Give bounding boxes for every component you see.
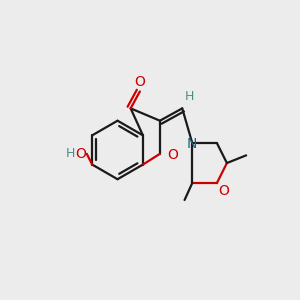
Text: H: H bbox=[184, 90, 194, 103]
Text: O: O bbox=[75, 147, 86, 161]
Text: O: O bbox=[167, 148, 178, 162]
Text: N: N bbox=[187, 137, 197, 151]
Text: O: O bbox=[218, 184, 229, 198]
Text: O: O bbox=[134, 75, 145, 89]
Text: H: H bbox=[66, 147, 75, 160]
